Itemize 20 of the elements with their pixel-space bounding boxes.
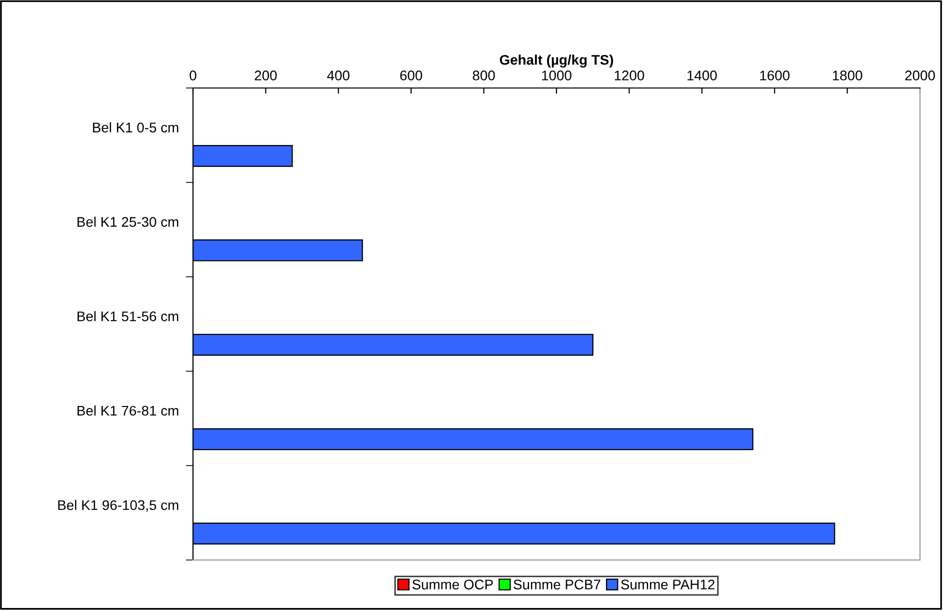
x-tick-label: 1400: [688, 70, 717, 80]
x-tick-label: 1200: [614, 70, 644, 80]
x-tick-label: 1600: [760, 70, 790, 80]
x-tick-label: 200: [254, 70, 277, 80]
x-tick-label: 400: [327, 70, 350, 80]
legend-label: Summe PAH12: [621, 580, 714, 590]
legend-label: Summe OCP: [412, 580, 493, 590]
y-tick-label: Bel K1 0-5 cm: [93, 122, 178, 132]
x-tick-label: 800: [472, 70, 495, 80]
legend-label: Summe PCB7: [514, 580, 600, 590]
y-tick-label: Bel K1 96-103,5 cm: [58, 500, 178, 512]
x-tick-label: 2000: [905, 70, 935, 80]
x-tick-label: 600: [400, 70, 422, 80]
x-axis-title: Gehalt (µg/kg TS): [500, 54, 614, 68]
y-tick-label: Bel K1 51-56 cm: [78, 311, 178, 322]
x-tick-label: 1800: [832, 70, 862, 80]
x-tick-label: 1000: [542, 70, 572, 80]
y-tick-label: Bel K1 76-81 cm: [78, 405, 178, 416]
x-tick-label: 0: [190, 70, 196, 80]
y-tick-label: Bel K1 25-30 cm: [78, 216, 178, 227]
